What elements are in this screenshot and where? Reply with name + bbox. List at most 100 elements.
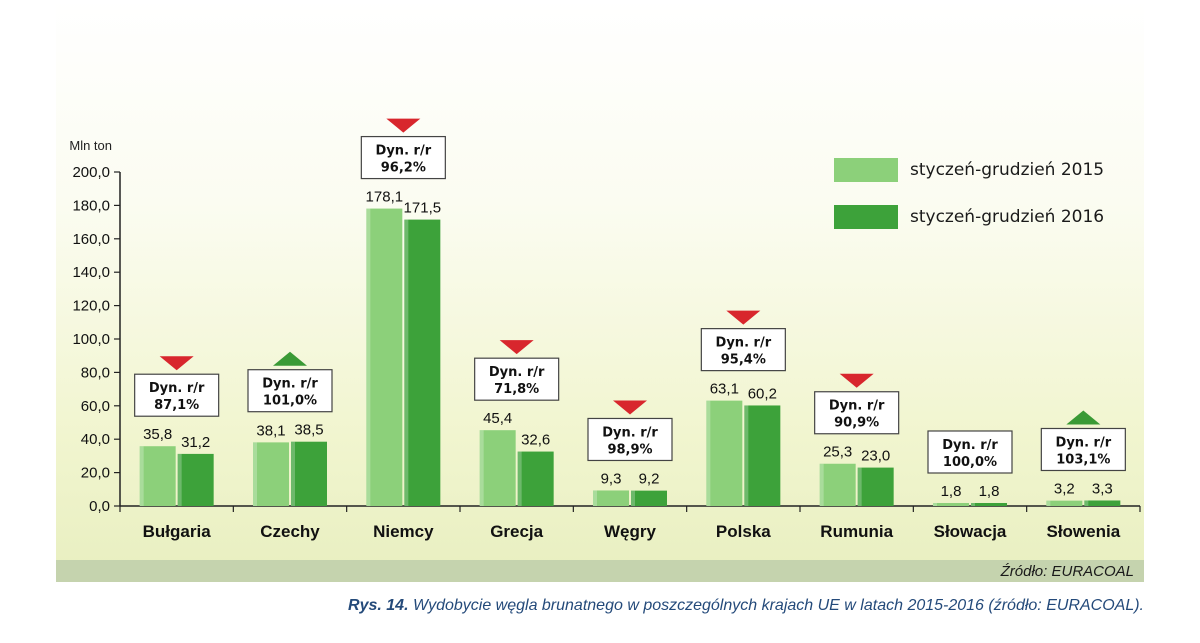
- dynamics-box: [474, 357, 560, 401]
- bar-highlight: [517, 451, 522, 506]
- data-label-2016: 9,2: [639, 471, 660, 488]
- dynamics-title: Dyn. r/r: [149, 381, 205, 396]
- bar-highlight: [291, 441, 295, 506]
- dynamics-title: Dyn. r/r: [716, 336, 772, 351]
- dynamics-value: 103,1%: [1056, 452, 1110, 467]
- x-tick-label: Niemcy: [373, 522, 434, 541]
- y-tick-label: 140,0: [72, 264, 110, 281]
- dynamics-value: 98,9%: [607, 442, 652, 457]
- bar-2016: [971, 502, 1007, 506]
- data-label-2015: 25,3: [823, 444, 852, 461]
- bar-2016: [1084, 500, 1121, 506]
- bar-2015: [933, 502, 969, 506]
- dynamics-box: [814, 391, 900, 435]
- data-label-2016: 60,2: [748, 385, 777, 402]
- data-label-2016: 31,2: [181, 434, 210, 451]
- y-axis-label: Mln ton: [69, 138, 112, 153]
- dynamics-box: [360, 135, 446, 180]
- figure-caption: Rys. 14. Wydobycie węgla brunatnego w po…: [348, 597, 1144, 615]
- legend-swatch-2016: [834, 205, 898, 229]
- bar-highlight: [819, 463, 824, 506]
- y-tick-label: 40,0: [81, 431, 110, 448]
- x-tick-label: Węgry: [604, 522, 657, 541]
- y-tick-label: 120,0: [72, 298, 110, 315]
- y-tick-label: 0,0: [89, 498, 110, 515]
- bar-2016: [177, 453, 214, 506]
- y-tick-label: 100,0: [72, 331, 110, 348]
- x-tick-label: Bułgaria: [143, 522, 212, 541]
- bar-highlight: [1084, 500, 1089, 506]
- dynamics-value: 95,4%: [721, 353, 766, 368]
- dynamics-box: [134, 373, 220, 417]
- dynamics-box: [587, 417, 673, 462]
- bar-2015: [366, 208, 403, 506]
- caption-text: Wydobycie węgla brunatnego w poszczególn…: [408, 597, 1144, 614]
- dynamics-title: Dyn. r/r: [489, 365, 545, 380]
- y-tick-label: 60,0: [81, 398, 110, 415]
- dynamics-box: [247, 369, 333, 413]
- data-label-2015: 45,4: [483, 410, 512, 427]
- data-label-2015: 63,1: [710, 381, 739, 398]
- data-label-2015: 3,2: [1054, 481, 1075, 498]
- bar-highlight: [857, 467, 862, 506]
- source-note: Źródło: EURACOAL: [1000, 563, 1134, 580]
- source-strip: Źródło: EURACOAL: [56, 560, 1144, 582]
- arrow-down-icon: [386, 118, 421, 133]
- bar-2015: [479, 430, 516, 506]
- bar-highlight: [479, 430, 484, 506]
- arrow-down-icon: [726, 310, 761, 325]
- arrow-down-icon: [159, 356, 194, 371]
- bar-2016: [404, 219, 441, 506]
- dynamics-box: [700, 328, 786, 372]
- arrow-up-icon: [1066, 410, 1101, 425]
- bar-2015: [139, 446, 176, 506]
- dynamics-title: Dyn. r/r: [376, 144, 432, 159]
- bar-highlight: [366, 208, 371, 506]
- bar-highlight: [706, 400, 711, 506]
- dynamics-title: Dyn. r/r: [1056, 435, 1112, 450]
- data-label-2015: 9,3: [601, 470, 622, 487]
- bar-2015: [593, 490, 629, 506]
- dynamics-value: 71,8%: [494, 382, 539, 397]
- dynamics-value: 87,1%: [154, 398, 199, 413]
- y-tick-label: 160,0: [72, 231, 110, 248]
- x-tick-label: Słowacja: [934, 522, 1007, 541]
- arrow-down-icon: [499, 340, 534, 355]
- arrow-down-icon: [839, 373, 874, 388]
- dynamics-box: [1040, 427, 1126, 472]
- arrow-up-icon: [273, 351, 307, 366]
- data-label-2016: 3,3: [1092, 480, 1113, 497]
- caption-label: Rys. 14.: [348, 597, 409, 614]
- x-tick-label: Polska: [716, 522, 771, 541]
- legend-label-2016: styczeń-grudzień 2016: [910, 207, 1105, 227]
- legend-swatch-2015: [834, 158, 898, 182]
- bar-2016: [857, 467, 894, 506]
- bar-2016: [517, 451, 554, 506]
- bar-2015: [253, 442, 289, 506]
- dynamics-title: Dyn. r/r: [942, 438, 998, 453]
- chart-panel: [56, 0, 1144, 582]
- bar-2016: [631, 490, 667, 506]
- bar-highlight: [593, 490, 597, 506]
- bar-2016: [291, 441, 327, 506]
- bar-2015: [819, 463, 856, 506]
- bar-highlight: [631, 490, 635, 506]
- y-tick-label: 200,0: [72, 164, 110, 181]
- data-label-2015: 38,1: [256, 422, 285, 439]
- x-tick-label: Słowenia: [1046, 522, 1120, 541]
- bar-highlight: [1046, 500, 1051, 506]
- bar-highlight: [253, 442, 257, 506]
- dynamics-title: Dyn. r/r: [262, 377, 318, 392]
- bar-highlight: [971, 502, 975, 506]
- x-tick-label: Grecja: [490, 522, 543, 541]
- data-label-2016: 1,8: [979, 483, 1000, 500]
- y-tick-label: 80,0: [81, 364, 110, 381]
- data-label-2015: 35,8: [143, 426, 172, 443]
- dynamics-value: 96,2%: [381, 161, 426, 176]
- bar-2015: [1046, 500, 1083, 506]
- data-label-2016: 23,0: [861, 448, 890, 465]
- bar-highlight: [404, 219, 409, 506]
- dynamics-box: [927, 430, 1013, 474]
- data-label-2016: 171,5: [404, 200, 442, 217]
- bar-2015: [706, 400, 743, 506]
